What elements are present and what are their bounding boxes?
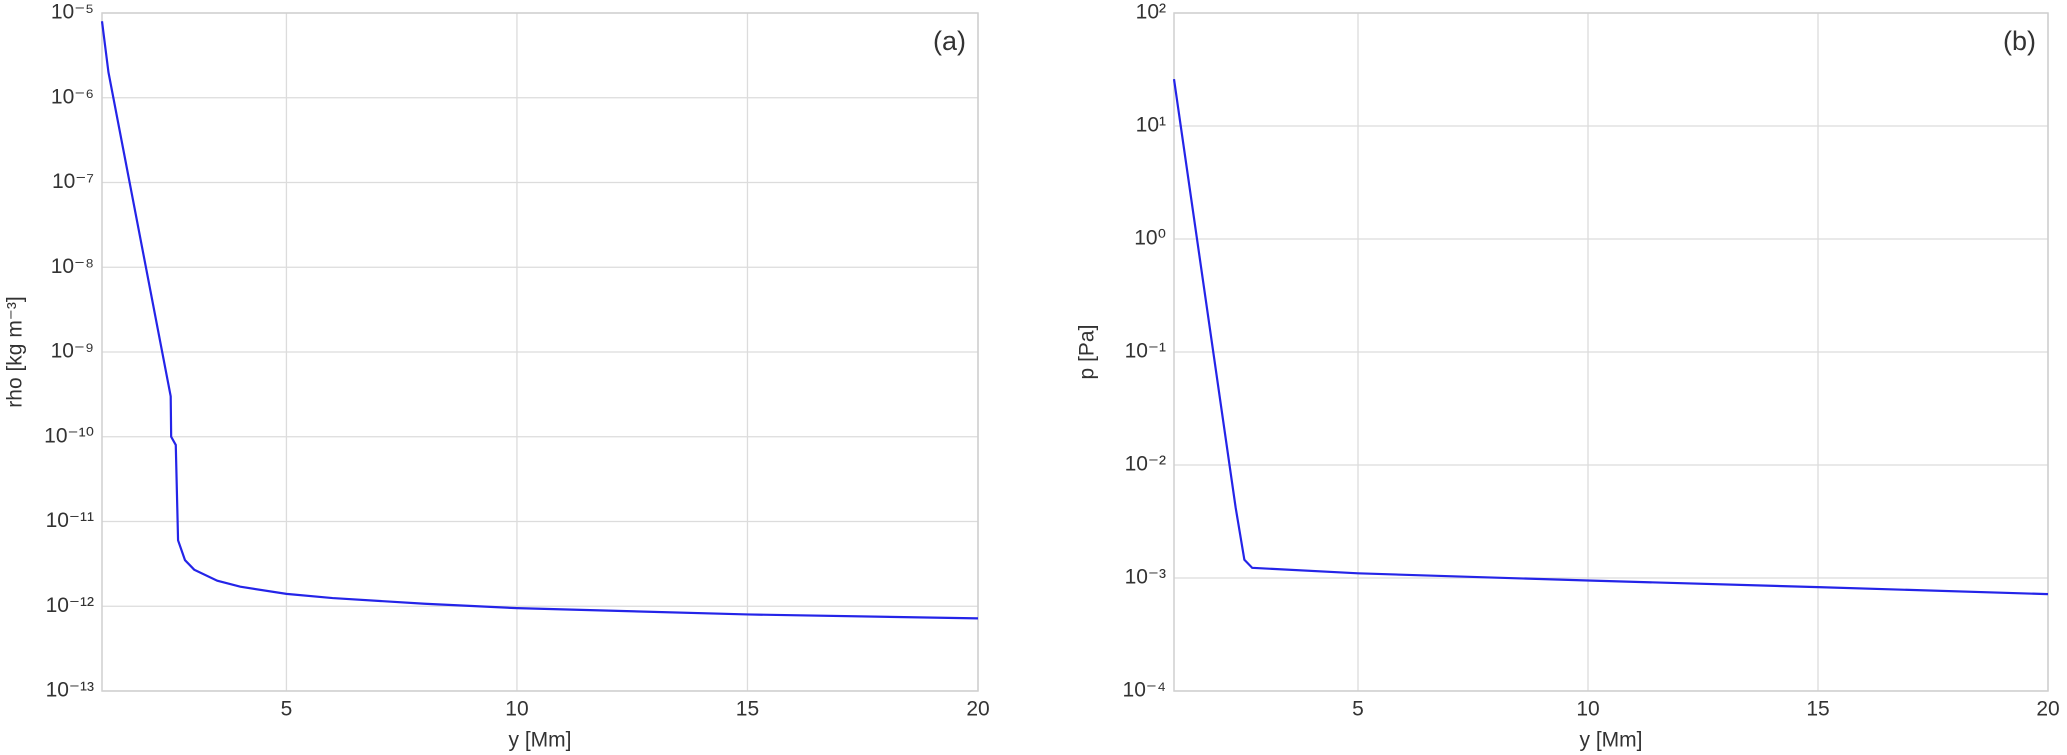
- y-tick-label: 10²: [1136, 1, 1166, 24]
- x-tick-label: 20: [2036, 698, 2059, 721]
- plot-frame: [1173, 12, 2049, 692]
- y-tick-label: 10⁻⁹: [51, 340, 94, 363]
- annotation: (a): [933, 26, 966, 56]
- x-axis-label: y [Mm]: [509, 729, 572, 752]
- x-tick-label: 5: [281, 698, 293, 721]
- x-tick-label: 10: [505, 698, 528, 721]
- plot-frame: [101, 12, 979, 692]
- x-tick-label: 5: [1352, 698, 1364, 721]
- y-tick-label: 10⁻³: [1125, 566, 1166, 589]
- x-axis-label: y [Mm]: [1580, 729, 1643, 752]
- y-tick-label: 10¹: [1136, 114, 1166, 137]
- y-tick-label: 10⁻⁶: [51, 85, 94, 108]
- x-tick-label: 15: [1806, 698, 1829, 721]
- y-tick-label: 10⁻¹: [1125, 340, 1166, 363]
- y-tick-label: 10⁻¹⁰: [44, 424, 94, 447]
- y-tick-label: 10⁻¹³: [46, 679, 94, 702]
- y-axis-label: p [Pa]: [1076, 325, 1099, 380]
- annotation: (b): [2003, 26, 2036, 56]
- y-tick-label: 10⁻¹¹: [46, 509, 94, 532]
- x-tick-label: 20: [966, 698, 989, 721]
- y-tick-label: 10⁻⁸: [51, 255, 94, 278]
- data-line: [1172, 78, 2049, 596]
- y-axis-label: rho [kg m⁻³]: [4, 296, 27, 407]
- x-tick-label: 10: [1576, 698, 1599, 721]
- y-tick-label: 10⁻²: [1125, 453, 1166, 476]
- y-tick-label: 10⁻¹²: [46, 594, 94, 617]
- y-tick-label: 10⁻⁵: [51, 1, 94, 24]
- x-tick-label: 15: [736, 698, 759, 721]
- y-tick-label: 10⁻⁷: [52, 170, 94, 193]
- y-tick-label: 10⁰: [1134, 227, 1166, 250]
- data-line: [100, 21, 979, 620]
- y-tick-label: 10⁻⁴: [1123, 679, 1166, 702]
